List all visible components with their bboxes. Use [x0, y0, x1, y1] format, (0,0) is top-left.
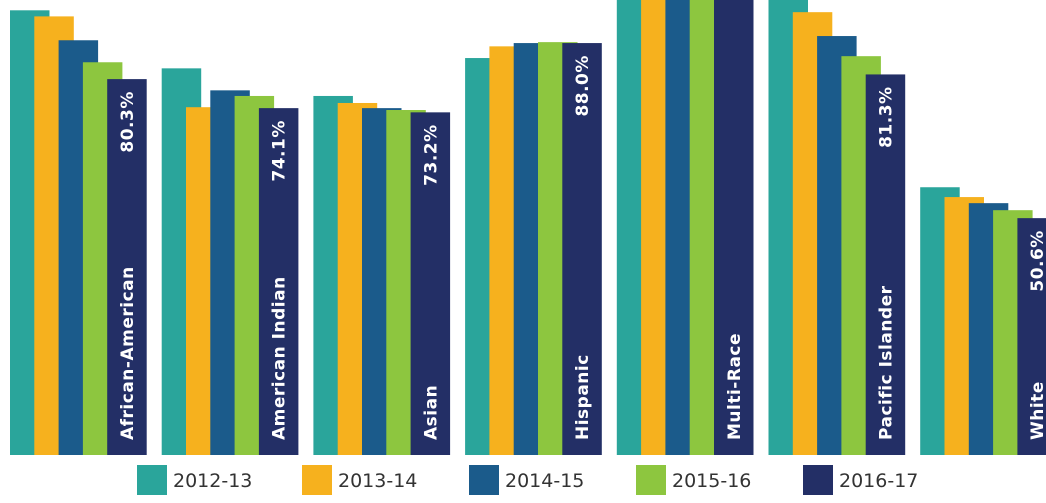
legend-swatch [302, 465, 332, 495]
bar [1017, 218, 1046, 455]
legend-label: 2013-14 [338, 470, 417, 492]
legend-swatch [636, 465, 666, 495]
value-label: 74.1% [270, 120, 290, 181]
value-label: 80.3% [118, 91, 138, 152]
plot-area: African-American 80.3% American Indian 74.1… [10, 0, 1046, 455]
legend-label: 2012-13 [173, 470, 252, 492]
bar [865, 74, 906, 455]
value-label: 81.3% [876, 86, 896, 147]
value-label: 73.2% [421, 124, 441, 185]
category-label: Hispanic [573, 354, 593, 440]
legend-label: 2016-17 [839, 470, 918, 492]
legend-label: 2014-15 [505, 470, 584, 492]
legend-swatch [469, 465, 499, 495]
value-label: 50.6% [1028, 230, 1046, 291]
bar [107, 79, 147, 455]
bar [714, 0, 754, 455]
bar [410, 112, 451, 455]
bar [258, 108, 299, 455]
legend-swatch [137, 465, 167, 495]
category-label: Asian [421, 385, 441, 440]
legend: 2012-13 2013-14 2014-15 2015-16 2016-17 [137, 465, 918, 495]
legend-swatch [803, 465, 833, 495]
category-label: Multi-Race [725, 333, 745, 440]
category-label: American Indian [270, 276, 290, 440]
value-label: 88.0% [573, 55, 593, 116]
category-label: White [1028, 381, 1046, 440]
category-label: African-American [118, 266, 138, 440]
bar [562, 43, 602, 455]
legend-label: 2015-16 [672, 470, 751, 492]
category-label: Pacific Islander [876, 285, 896, 440]
